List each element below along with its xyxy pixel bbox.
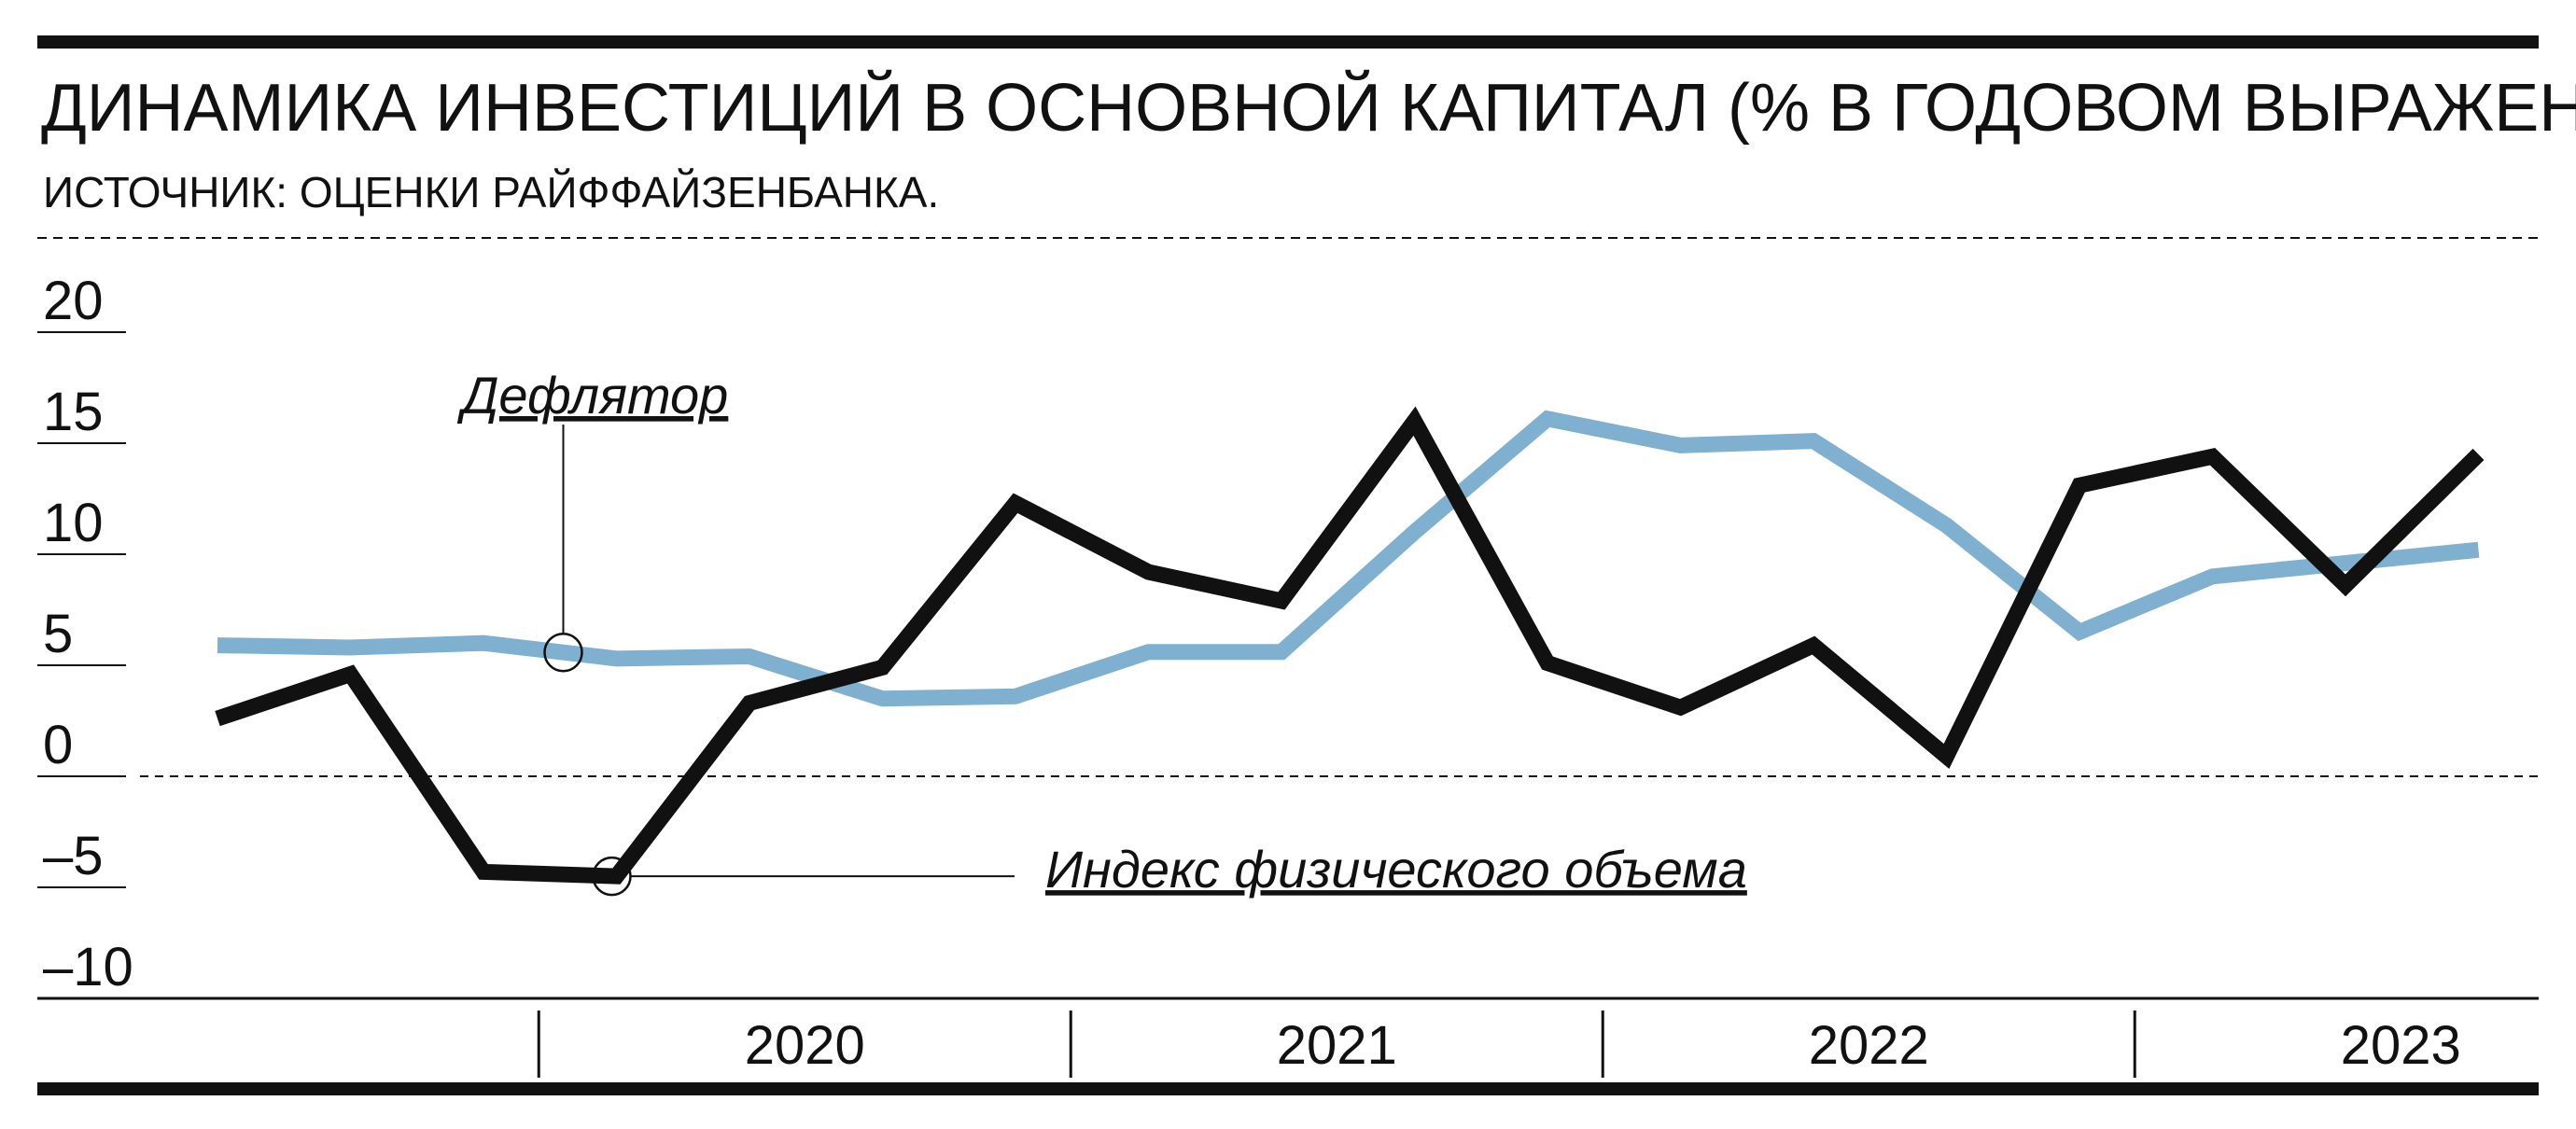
annotations: Дефлятор Индекс физического объема xyxy=(456,366,1747,899)
annotation-label: Индекс физического объема xyxy=(1045,840,1747,899)
annotation-label: Дефлятор xyxy=(456,366,728,425)
year-label: 2021 xyxy=(1277,1015,1397,1076)
chart-subtitle: ИСТОЧНИК: ОЦЕНКИ РАЙФФАЙЗЕНБАНКА. xyxy=(43,168,939,216)
year-label: 2022 xyxy=(1809,1015,1929,1076)
x-axis: 20202021202220232024 xyxy=(537,1011,2461,1078)
y-tick-label: 20 xyxy=(43,271,104,331)
annotation-marker xyxy=(543,632,583,673)
y-tick-label: –10 xyxy=(43,937,133,997)
year-label: 2020 xyxy=(745,1015,865,1076)
bottom-rule xyxy=(37,1082,2539,1095)
y-tick-label: –5 xyxy=(43,826,104,886)
series-group xyxy=(215,406,2485,885)
y-tick-label: 0 xyxy=(43,715,73,775)
top-rule xyxy=(37,35,2539,49)
y-axis: 20 15 10 5 0 –5 –10 xyxy=(37,271,133,997)
y-tick-label: 15 xyxy=(43,382,104,442)
y-tick-label: 10 xyxy=(43,493,104,553)
year-label: 2023 xyxy=(2341,1015,2461,1076)
y-tick-label: 5 xyxy=(43,604,73,664)
series-line xyxy=(217,410,2480,707)
chart-title: ДИНАМИКА ИНВЕСТИЦИЙ В ОСНОВНОЙ КАПИТАЛ (… xyxy=(41,69,2576,146)
